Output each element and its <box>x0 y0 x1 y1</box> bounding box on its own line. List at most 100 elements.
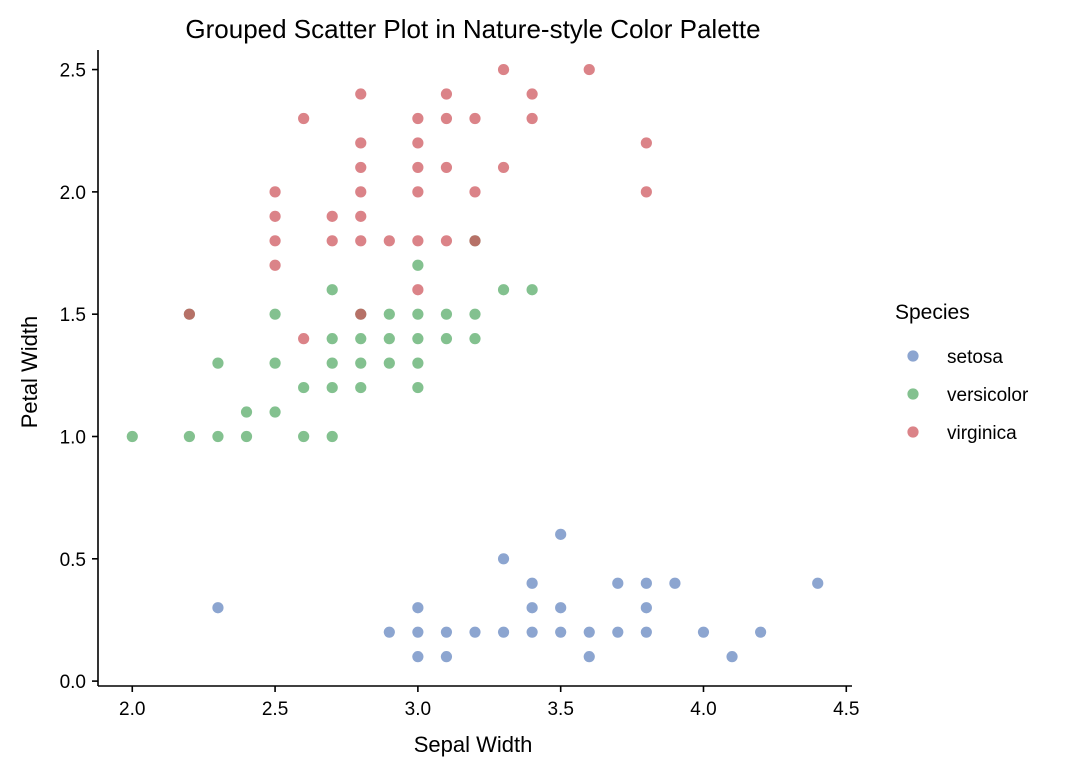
data-point-versicolor <box>326 357 338 369</box>
data-point-setosa <box>755 626 767 638</box>
data-point-virginica <box>526 88 538 100</box>
data-point-virginica <box>269 235 281 247</box>
data-point-setosa <box>440 651 453 663</box>
data-point-setosa <box>640 602 652 614</box>
data-point-setosa <box>669 577 681 589</box>
data-point-versicolor <box>383 333 395 345</box>
data-point-setosa <box>412 602 424 614</box>
y-tick-label: 1.0 <box>60 427 86 448</box>
data-point-versicolor <box>298 381 310 394</box>
data-point-setosa <box>526 602 538 614</box>
data-point-virginica <box>326 235 338 247</box>
data-point-setosa <box>583 626 595 638</box>
y-axis-title: Petal Width <box>17 316 42 429</box>
data-point-virginica <box>355 88 367 100</box>
data-point-setosa <box>612 577 624 589</box>
legend-label: virginica <box>947 423 1017 444</box>
data-point-versicolor <box>212 357 224 369</box>
data-point-setosa <box>412 651 424 663</box>
data-point-versicolor <box>326 381 338 394</box>
legend-title: Species <box>895 301 970 324</box>
data-point-virginica <box>326 210 338 222</box>
data-point-virginica <box>355 186 367 198</box>
data-point-versicolor <box>469 333 481 345</box>
legend: Species setosa versicolor virginica <box>895 301 1029 444</box>
data-point-versicolor <box>497 284 510 296</box>
data-point-setosa <box>812 577 824 589</box>
data-point-setosa <box>555 626 567 638</box>
data-point-virginica <box>469 186 481 198</box>
y-tick-label: 2.5 <box>60 61 86 82</box>
data-point-versicolor <box>383 357 395 369</box>
legend-swatch <box>907 350 919 362</box>
x-tick-label: 2.0 <box>119 699 145 720</box>
data-point-versicolor <box>355 357 367 369</box>
data-point-virginica <box>440 88 453 100</box>
data-point-virginica <box>497 161 510 174</box>
data-point-virginica <box>440 235 453 247</box>
data-point-setosa <box>412 626 424 638</box>
data-point-setosa <box>640 626 652 638</box>
data-point-versicolor <box>240 406 253 418</box>
plot-area <box>126 63 824 663</box>
data-point-versicolor <box>269 357 281 369</box>
data-point-virginica <box>412 186 424 198</box>
legend-item-versicolor: versicolor <box>907 385 1029 406</box>
data-point-versicolor <box>412 381 424 394</box>
data-point-setosa <box>726 651 738 663</box>
data-point-setosa <box>526 626 538 638</box>
data-point-versicolor <box>326 333 338 345</box>
x-tick-label: 3.0 <box>405 699 431 720</box>
data-point-virginica <box>412 161 424 174</box>
data-point-virginica <box>269 259 281 271</box>
data-point-versicolor <box>412 333 424 345</box>
data-point-virginica <box>355 235 367 247</box>
y-tick-label: 0.5 <box>60 550 86 571</box>
data-point-virginica <box>298 112 310 125</box>
data-point-virginica <box>355 161 367 174</box>
series-virginica <box>183 63 652 345</box>
data-point-virginica <box>355 210 367 222</box>
data-point-setosa <box>526 577 538 589</box>
data-point-virginica <box>383 235 395 247</box>
data-point-virginica <box>412 137 424 149</box>
data-point-setosa <box>440 626 453 638</box>
data-point-virginica <box>469 112 481 125</box>
data-point-virginica <box>440 112 453 125</box>
data-point-virginica <box>469 235 481 247</box>
data-point-versicolor <box>126 430 138 443</box>
legend-swatch <box>907 426 919 438</box>
data-point-versicolor <box>469 308 481 320</box>
data-point-virginica <box>298 333 310 345</box>
data-point-virginica <box>355 137 367 149</box>
x-axis-title: Sepal Width <box>414 732 533 757</box>
y-tick-label: 0.0 <box>60 672 86 693</box>
data-point-virginica <box>526 112 538 125</box>
axes: 2.0 2.5 3.0 3.5 4.0 4.5 0.0 0.5 1.0 1.5 2.0 2.5 <box>60 50 859 720</box>
data-point-setosa <box>469 626 481 638</box>
x-tick-label: 3.5 <box>547 699 573 720</box>
chart-title: Grouped Scatter Plot in Nature-style Col… <box>185 14 760 44</box>
data-point-versicolor <box>183 430 195 443</box>
data-point-virginica <box>183 308 195 320</box>
data-point-versicolor <box>412 357 424 369</box>
data-point-virginica <box>640 137 652 149</box>
data-point-versicolor <box>298 430 310 443</box>
data-point-setosa <box>612 626 624 638</box>
data-point-versicolor <box>355 333 367 345</box>
legend-item-virginica: virginica <box>907 423 1017 444</box>
series-setosa <box>212 528 824 663</box>
data-point-versicolor <box>326 430 338 443</box>
data-point-versicolor <box>440 308 453 320</box>
x-tick-label: 4.0 <box>690 699 716 720</box>
x-tick-label: 4.5 <box>833 699 859 720</box>
data-point-virginica <box>355 308 367 320</box>
data-point-versicolor <box>240 430 253 443</box>
data-point-virginica <box>412 284 424 296</box>
data-point-virginica <box>640 186 652 198</box>
data-point-versicolor <box>269 406 281 418</box>
data-point-setosa <box>555 528 567 540</box>
data-point-virginica <box>412 235 424 247</box>
